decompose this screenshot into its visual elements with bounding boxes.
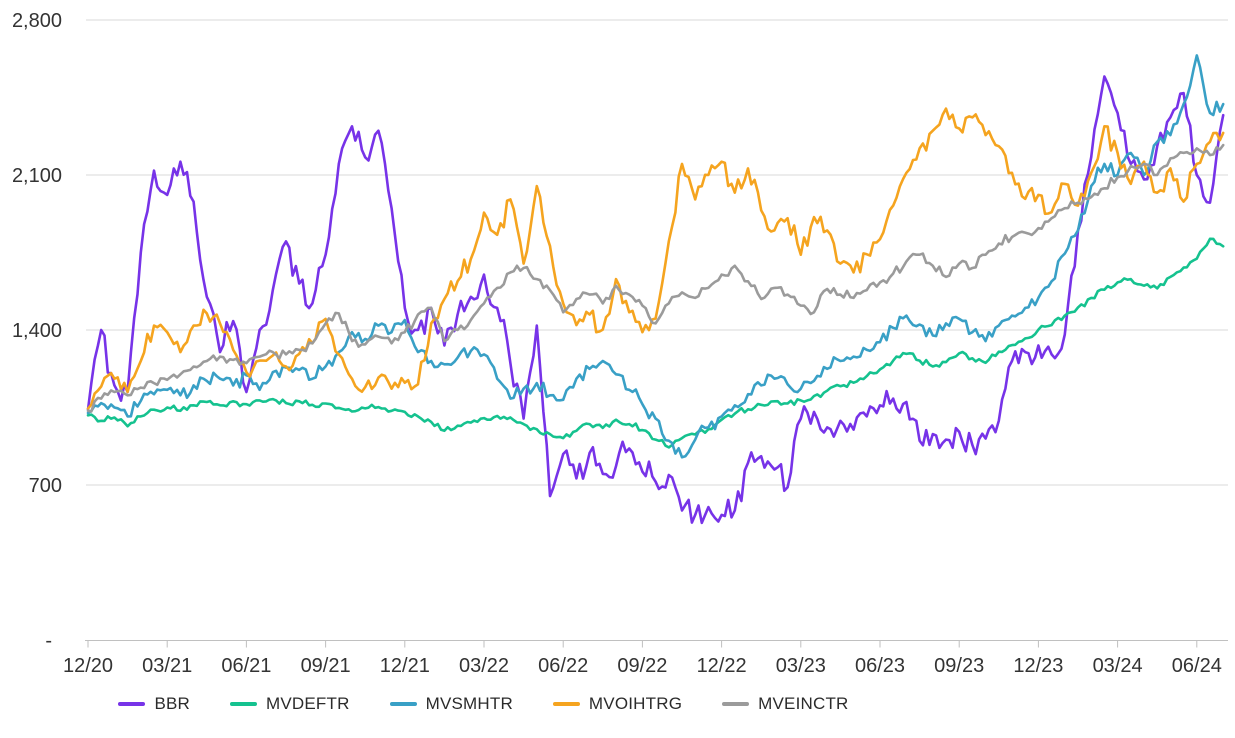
legend-item-bbr: BBR: [118, 694, 190, 714]
x-axis-label-03/24: 03/24: [1093, 655, 1143, 677]
x-axis-label-06/22: 06/22: [538, 655, 588, 677]
legend-item-mveinctr: MVEINCTR: [722, 694, 848, 714]
x-axis-label-12/21: 12/21: [380, 655, 430, 677]
x-axis-label-03/21: 03/21: [142, 655, 192, 677]
legend-swatch-mvdeftr: [230, 701, 258, 707]
x-axis-label-06/23: 06/23: [855, 655, 905, 677]
legend-swatch-mveinctr: [722, 701, 750, 707]
legend-label-mvsmhtr: MVSMHTR: [425, 694, 513, 713]
x-axis-label-03/23: 03/23: [776, 655, 826, 677]
x-axis-label-09/21: 09/21: [301, 655, 351, 677]
legend-label-bbr: BBR: [154, 694, 191, 713]
legend-item-mvoihtrg: MVOIHTRG: [552, 694, 683, 714]
x-axis-label-12/23: 12/23: [1013, 655, 1063, 677]
series-line-mvsmhtr: [86, 54, 1225, 459]
y-axis-label-1400: 1,400: [12, 320, 62, 342]
legend-item-mvsmhtr: MVSMHTR: [389, 694, 513, 714]
x-axis-label-03/22: 03/22: [459, 655, 509, 677]
series-line-mvdeftr: [86, 237, 1225, 449]
x-axis-label-12/22: 12/22: [697, 655, 747, 677]
y-axis-label-0: -: [45, 630, 52, 652]
legend-item-mvdeftr: MVDEFTR: [230, 694, 350, 714]
line-chart: 2,800 2,100 1,400 700 -12/20 03/21 06/21 09/21 1…: [12, 10, 1228, 677]
y-axis-label-2800: 2,800: [12, 10, 62, 32]
y-axis-label-2100: 2,100: [12, 165, 62, 187]
legend-swatch-mvoihtrg: [552, 701, 580, 707]
legend-label-mveinctr: MVEINCTR: [758, 694, 849, 713]
y-axis-label-700: 700: [29, 475, 62, 497]
legend-label-mvoihtrg: MVOIHTRG: [588, 694, 683, 713]
legend-label-mvdeftr: MVDEFTR: [266, 694, 350, 713]
chart-legend: BBR MVDEFTR MVSMHTR MVOIHTRG MVEINCTR: [0, 694, 967, 714]
series-line-bbr: [86, 75, 1225, 525]
x-axis-label-09/23: 09/23: [934, 655, 984, 677]
x-axis-label-12/20: 12/20: [63, 655, 113, 677]
x-axis-label-06/21: 06/21: [221, 655, 271, 677]
legend-swatch-mvsmhtr: [389, 701, 417, 707]
series-line-mvoihtrg: [86, 107, 1225, 410]
series-line-mveinctr: [86, 143, 1225, 413]
x-axis-label-06/24: 06/24: [1172, 655, 1222, 677]
x-axis-label-09/22: 09/22: [617, 655, 667, 677]
legend-swatch-bbr: [118, 701, 146, 707]
